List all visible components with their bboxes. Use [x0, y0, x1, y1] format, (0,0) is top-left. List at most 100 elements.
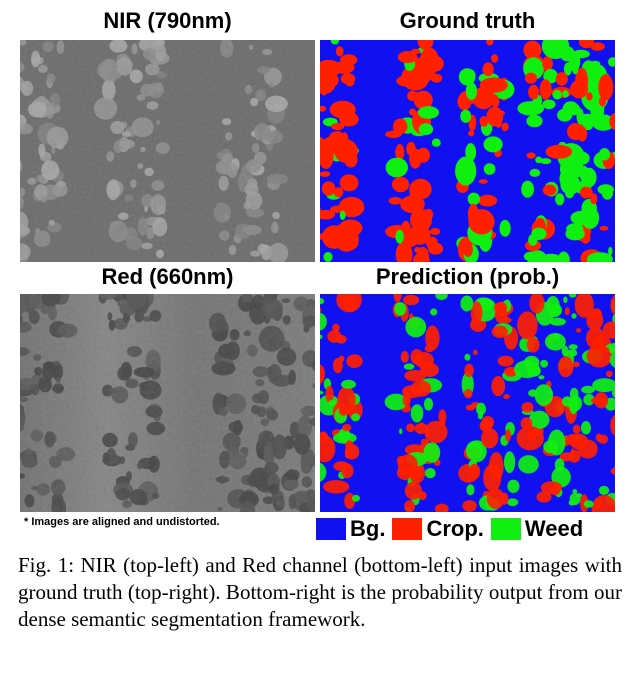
crop-segment	[478, 194, 498, 207]
weed-segment	[569, 294, 577, 298]
crop-segment	[342, 424, 352, 432]
weed-segment	[559, 171, 567, 186]
crop-segment	[503, 394, 510, 400]
weed-segment	[581, 421, 591, 435]
crop-segment	[328, 74, 339, 87]
crop-segment	[479, 116, 489, 127]
weed-segment	[339, 210, 346, 220]
weed-segment	[514, 360, 540, 379]
crop-segment	[497, 355, 514, 367]
crop-segment	[332, 323, 340, 333]
crop-segment	[570, 80, 588, 99]
crop-segment	[488, 452, 504, 482]
weed-segment	[534, 384, 553, 406]
weed-segment	[507, 479, 520, 493]
crop-segment	[320, 206, 321, 214]
crop-segment	[400, 195, 425, 214]
weed-segment	[403, 363, 415, 370]
weed-segment	[423, 397, 434, 411]
crop-segment	[339, 111, 359, 127]
weed-segment	[538, 375, 545, 380]
crop-segment	[412, 252, 430, 262]
crop-segment	[475, 91, 488, 106]
weed-segment	[549, 317, 566, 326]
crop-segment	[320, 209, 336, 220]
crop-segment	[341, 463, 354, 479]
weed-segment	[385, 157, 408, 178]
crop-segment	[320, 435, 336, 463]
crop-segment	[599, 225, 609, 231]
crop-segment	[337, 386, 356, 415]
crop-segment	[346, 354, 363, 368]
ground-truth-image	[320, 40, 615, 262]
crop-segment	[404, 369, 426, 382]
crop-segment	[528, 84, 540, 100]
crop-segment	[327, 330, 342, 343]
crop-segment	[555, 72, 568, 86]
legend-item-crop: Crop.	[392, 516, 484, 542]
crop-segment	[320, 171, 331, 177]
crop-segment	[504, 367, 514, 375]
crop-segment	[478, 179, 488, 184]
crop-segment	[570, 433, 588, 450]
crop-segment	[545, 144, 573, 159]
weed-segment	[542, 99, 556, 110]
crop-segment	[342, 233, 359, 250]
crop-segment	[413, 90, 433, 110]
crop-segment	[598, 96, 606, 107]
weed-segment	[476, 402, 486, 416]
crop-segment	[591, 308, 602, 319]
legend-item-weed: Weed	[490, 516, 583, 542]
weed-segment	[614, 392, 615, 395]
crop-segment	[493, 302, 508, 314]
crop-segment	[423, 208, 434, 220]
crop-segment	[345, 307, 354, 312]
crop-segment	[419, 47, 439, 73]
crop-segment	[468, 130, 475, 137]
crop-segment	[335, 46, 344, 57]
crop-segment	[333, 187, 344, 198]
weed-segment	[320, 390, 324, 395]
crop-segment	[568, 449, 581, 463]
crop-segment	[470, 301, 483, 325]
crop-segment	[479, 77, 508, 93]
crop-segment	[590, 42, 605, 51]
crop-segment	[397, 454, 418, 476]
weed-segment	[541, 40, 570, 59]
weed-segment	[581, 385, 595, 394]
weed-segment	[528, 234, 538, 246]
weed-segment	[465, 69, 476, 82]
crop-segment	[438, 419, 446, 426]
weed-segment	[320, 462, 327, 482]
weed-segment	[435, 294, 448, 301]
weed-segment	[395, 229, 404, 244]
weed-segment	[527, 250, 548, 262]
crop-segment	[420, 438, 430, 446]
weed-segment	[608, 57, 615, 67]
crop-segment	[340, 54, 358, 66]
crop-segment	[529, 294, 545, 314]
crop-segment	[424, 420, 448, 444]
crop-segment	[574, 294, 594, 318]
weed-segment	[341, 379, 356, 389]
weed-segment	[565, 187, 575, 199]
crop-segment	[388, 197, 403, 205]
weed-segment	[589, 60, 601, 67]
weed-segment	[465, 143, 477, 162]
weed-segment	[583, 393, 595, 406]
crop-segment	[473, 349, 478, 355]
weed-segment	[517, 101, 544, 116]
weed-segment	[320, 297, 325, 305]
crop-segment	[320, 105, 327, 112]
crop-segment	[320, 370, 323, 386]
crop-segment	[429, 227, 441, 236]
weed-segment	[384, 393, 408, 411]
crop-segment	[325, 385, 334, 403]
crop-segment	[468, 209, 495, 235]
weed-segment	[323, 252, 333, 262]
legend-swatch-crop	[392, 518, 423, 540]
crop-segment	[410, 380, 432, 397]
crop-segment	[491, 54, 499, 63]
weed-segment	[570, 210, 594, 226]
crop-segment	[339, 174, 359, 192]
